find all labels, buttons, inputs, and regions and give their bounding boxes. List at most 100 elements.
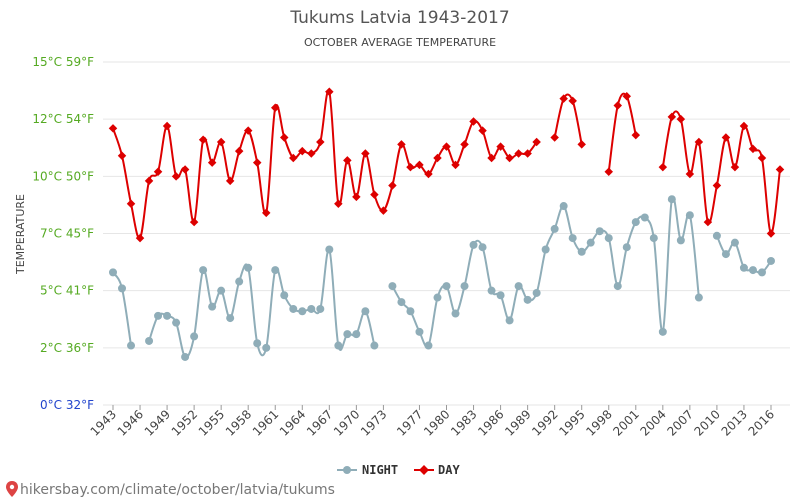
night-point[interactable] — [496, 291, 505, 300]
source-footer[interactable]: hikersbay.com/climate/october/latvia/tuk… — [6, 481, 335, 498]
night-point[interactable] — [532, 288, 541, 297]
night-point[interactable] — [109, 268, 117, 277]
day-point[interactable] — [505, 153, 514, 163]
day-point[interactable] — [379, 206, 388, 215]
day-point[interactable] — [550, 133, 559, 142]
day-point[interactable] — [352, 192, 361, 202]
night-point[interactable] — [154, 311, 163, 320]
night-point[interactable] — [127, 341, 136, 350]
night-point[interactable] — [316, 304, 325, 313]
night-point[interactable] — [478, 243, 487, 252]
night-point[interactable] — [397, 298, 406, 307]
night-point[interactable] — [208, 302, 217, 311]
day-point[interactable] — [162, 121, 172, 131]
night-point[interactable] — [289, 304, 298, 313]
night-point[interactable] — [118, 284, 127, 293]
day-point[interactable] — [415, 160, 424, 170]
day-point[interactable] — [117, 151, 127, 160]
day-point[interactable] — [207, 158, 217, 167]
night-point[interactable] — [217, 286, 226, 295]
night-point[interactable] — [424, 341, 433, 350]
day-point[interactable] — [370, 190, 379, 199]
night-point[interactable] — [487, 286, 496, 295]
day-point[interactable] — [234, 146, 244, 156]
night-point[interactable] — [253, 339, 262, 348]
night-point[interactable] — [739, 263, 748, 272]
night-point[interactable] — [334, 341, 343, 350]
night-point[interactable] — [676, 236, 685, 245]
night-point[interactable] — [235, 277, 244, 286]
day-point[interactable] — [631, 130, 641, 140]
night-point[interactable] — [145, 336, 154, 345]
night-point[interactable] — [604, 234, 613, 243]
night-point[interactable] — [280, 291, 289, 300]
night-point[interactable] — [406, 307, 415, 316]
night-point[interactable] — [766, 256, 775, 265]
day-point[interactable] — [225, 176, 235, 186]
day-point[interactable] — [442, 142, 451, 151]
day-point[interactable] — [730, 162, 740, 172]
day-point[interactable] — [433, 153, 442, 163]
night-point[interactable] — [181, 352, 190, 361]
day-point[interactable] — [135, 233, 145, 243]
day-point[interactable] — [604, 167, 613, 177]
day-point[interactable] — [397, 140, 406, 149]
night-point[interactable] — [658, 327, 667, 336]
night-point[interactable] — [748, 266, 757, 275]
day-point[interactable] — [487, 153, 496, 163]
day-point[interactable] — [144, 176, 154, 186]
night-point[interactable] — [298, 307, 307, 316]
night-point[interactable] — [433, 293, 442, 302]
source-link[interactable]: hikersbay.com/climate/october/latvia/tuk… — [20, 482, 335, 498]
night-point[interactable] — [550, 224, 559, 233]
day-point[interactable] — [676, 114, 686, 124]
night-point[interactable] — [730, 238, 739, 247]
night-point[interactable] — [577, 247, 586, 256]
night-point[interactable] — [352, 330, 361, 339]
night-point[interactable] — [505, 316, 514, 325]
day-point[interactable] — [361, 149, 370, 158]
day-point[interactable] — [496, 142, 505, 151]
day-point[interactable] — [748, 144, 758, 154]
night-point[interactable] — [667, 195, 676, 204]
day-point[interactable] — [388, 181, 397, 190]
day-point[interactable] — [108, 124, 118, 133]
night-point[interactable] — [622, 243, 631, 252]
night-point[interactable] — [613, 282, 622, 291]
night-point[interactable] — [172, 318, 181, 327]
night-point[interactable] — [244, 263, 253, 272]
day-point[interactable] — [280, 133, 289, 142]
day-point[interactable] — [198, 135, 208, 144]
day-point[interactable] — [289, 153, 298, 163]
night-point[interactable] — [190, 332, 199, 341]
night-point[interactable] — [595, 227, 604, 236]
night-point[interactable] — [649, 234, 658, 243]
day-point[interactable] — [271, 103, 280, 112]
day-point[interactable] — [667, 112, 677, 122]
day-point[interactable] — [451, 160, 460, 170]
day-point[interactable] — [171, 172, 181, 181]
day-point[interactable] — [469, 117, 478, 126]
day-point[interactable] — [343, 156, 352, 165]
day-point[interactable] — [568, 96, 577, 106]
day-point[interactable] — [658, 162, 668, 172]
day-point[interactable] — [766, 229, 776, 238]
night-point[interactable] — [271, 266, 280, 275]
legend-night[interactable]: NIGHT — [337, 463, 398, 477]
night-point[interactable] — [199, 266, 208, 275]
day-point[interactable] — [712, 181, 722, 190]
night-point[interactable] — [415, 327, 424, 336]
night-point[interactable] — [586, 238, 595, 247]
night-point[interactable] — [685, 211, 694, 220]
day-point[interactable] — [334, 199, 343, 209]
day-point[interactable] — [685, 169, 695, 179]
night-point[interactable] — [442, 282, 451, 291]
night-point[interactable] — [307, 304, 316, 313]
day-point[interactable] — [180, 165, 190, 174]
night-point[interactable] — [631, 218, 640, 227]
day-point[interactable] — [126, 199, 136, 209]
day-point[interactable] — [216, 137, 226, 147]
day-point[interactable] — [424, 169, 433, 179]
day-point[interactable] — [775, 165, 785, 174]
night-point[interactable] — [460, 282, 469, 291]
